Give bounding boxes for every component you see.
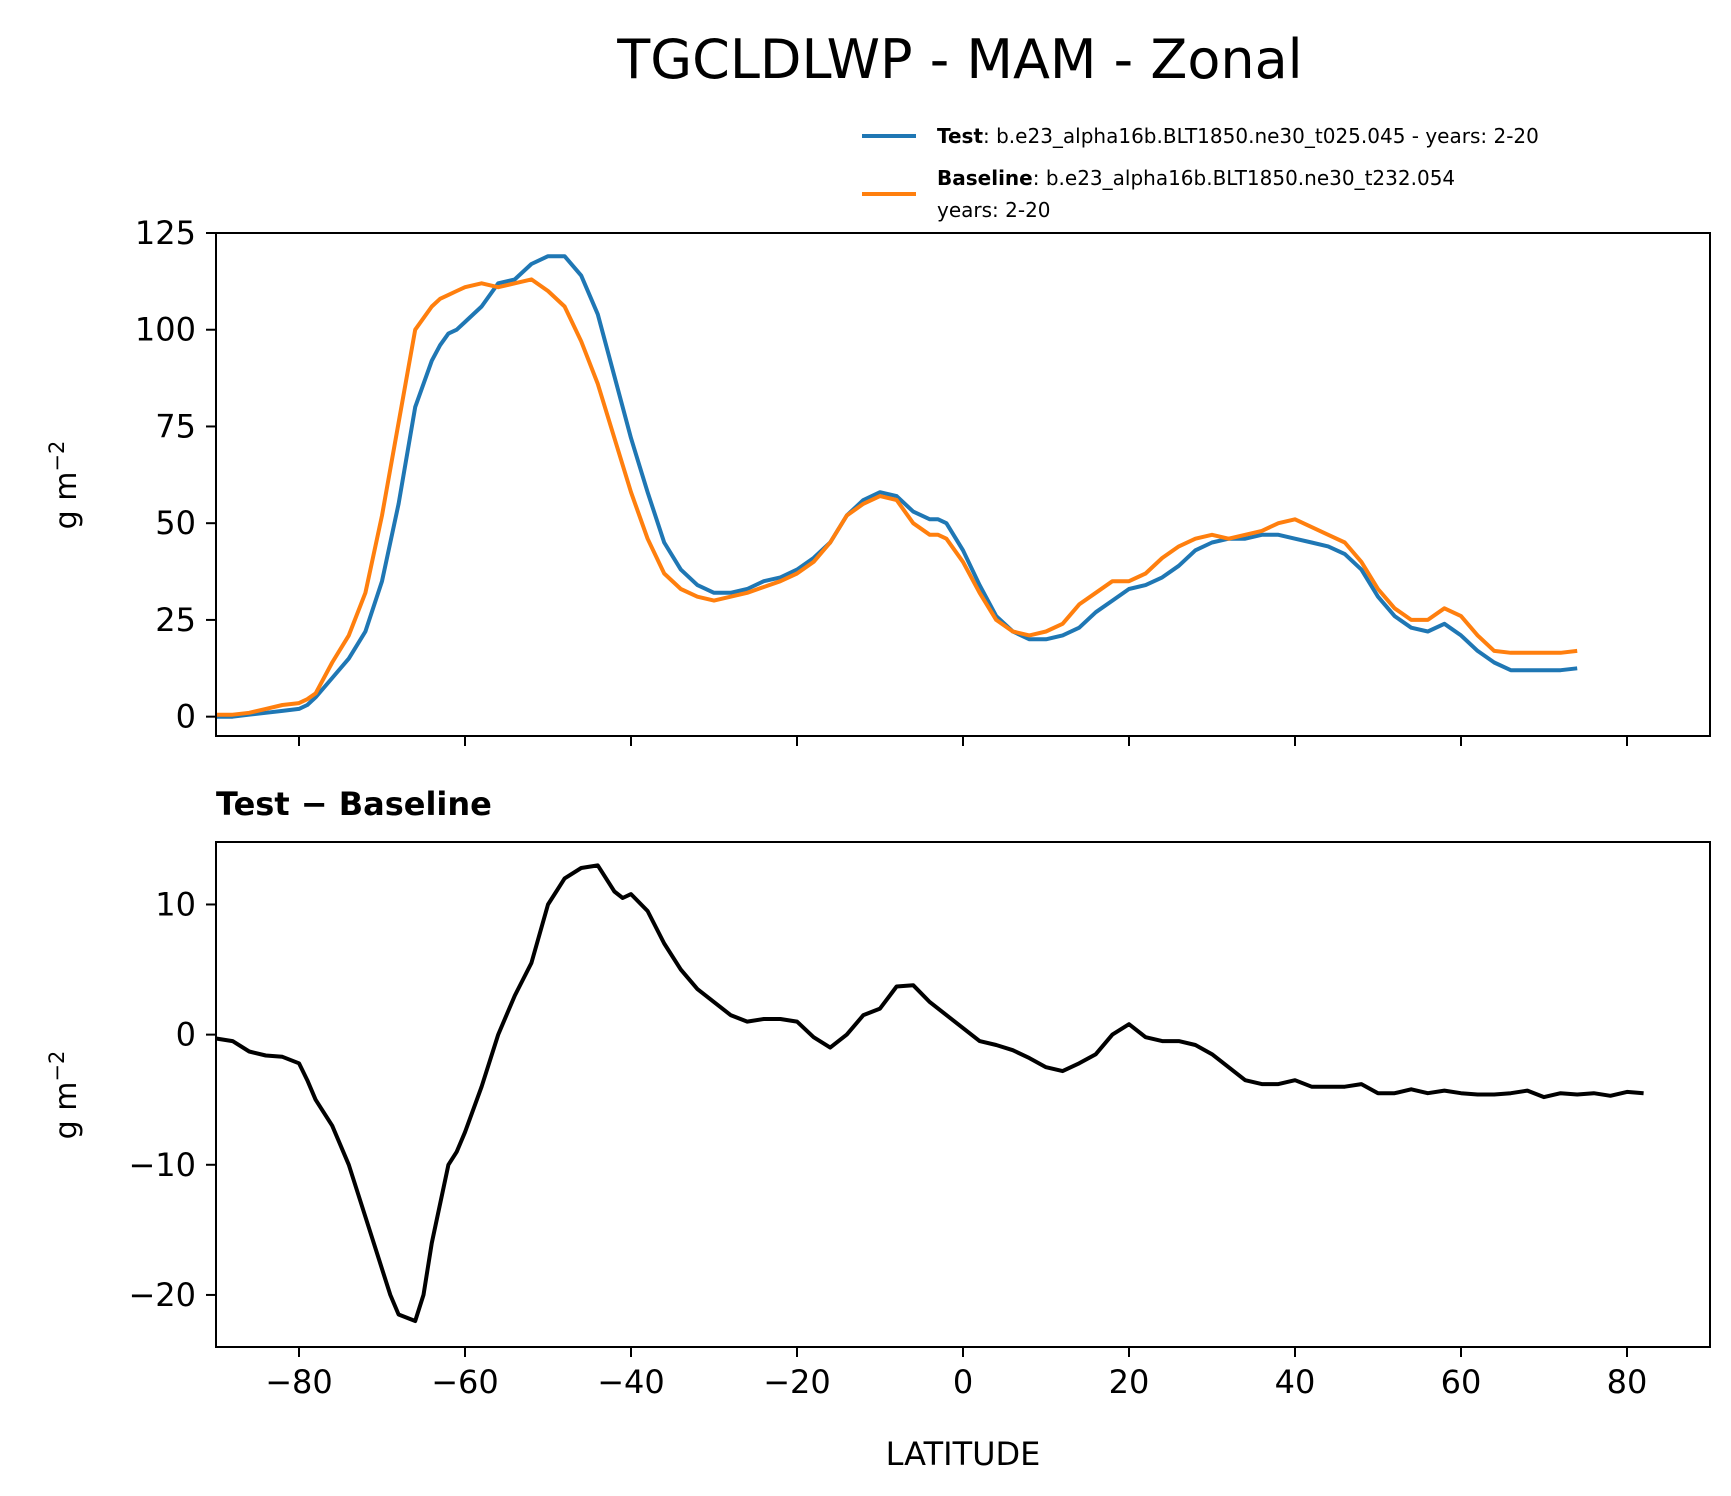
top-panel: 0 25 50 75 100 125 g m−2 <box>45 214 1711 746</box>
top-ticks: 0 25 50 75 100 125 <box>135 214 1628 746</box>
bottom-series-line-test-baseline <box>215 863 1644 1323</box>
bottom-ylabel: g m−2 <box>45 1051 84 1140</box>
top-y-tick-label: 50 <box>155 504 196 542</box>
bottom-ticks: −80 −60 −40 −20 0 20 40 60 80 −20 −10 0 10 <box>128 885 1647 1401</box>
top-y-tick-label: 75 <box>155 407 196 445</box>
top-series-line-test <box>216 254 1578 719</box>
legend-baseline-text2: years: 2-20 <box>937 198 1051 222</box>
top-ylabel: g m−2 <box>45 441 84 530</box>
bottom-x-tick-label: −80 <box>265 1363 333 1401</box>
bottom-panel-title: Test − Baseline <box>216 785 492 823</box>
top-ylabel-sup: −2 <box>45 441 69 472</box>
legend-test-text: : b.e23_alpha16b.BLT1850.ne30_t025.045 -… <box>983 124 1539 148</box>
bottom-ylabel-text: g m <box>49 1082 84 1140</box>
legend: Test: b.e23_alpha16b.BLT1850.ne30_t025.0… <box>862 124 1539 222</box>
bottom-x-tick-label: 20 <box>1109 1363 1150 1401</box>
bottom-x-tick-label: −20 <box>763 1363 831 1401</box>
legend-baseline-label: Baseline <box>937 166 1033 190</box>
bottom-y-tick-label: −10 <box>128 1146 196 1184</box>
top-ylabel-text: g m <box>49 472 84 530</box>
bottom-y-tick-label: −20 <box>128 1276 196 1314</box>
bottom-x-tick-label: 60 <box>1441 1363 1482 1401</box>
top-y-tick-label: 100 <box>135 311 196 349</box>
top-series <box>216 254 1578 719</box>
bottom-panel: Test − Baseline −80 −60 −40 −20 0 20 40 60 80−20… <box>45 785 1711 1473</box>
figure-title: TGCLDLWP - MAM - Zonal <box>616 28 1302 91</box>
legend-test-entry: Test: b.e23_alpha16b.BLT1850.ne30_t025.0… <box>937 124 1539 148</box>
top-y-tick-label: 0 <box>176 698 196 736</box>
bottom-x-tick-label: 0 <box>953 1363 973 1401</box>
bottom-x-tick-label: 80 <box>1607 1363 1648 1401</box>
x-axis-label: LATITUDE <box>886 1435 1041 1473</box>
legend-test-label: Test <box>937 124 983 148</box>
bottom-ylabel-sup: −2 <box>45 1051 69 1082</box>
top-y-tick-label: 125 <box>135 214 196 252</box>
legend-baseline-text: : b.e23_alpha16b.BLT1850.ne30_t232.054 <box>1033 166 1455 190</box>
bottom-x-tick-label: 40 <box>1275 1363 1316 1401</box>
bottom-series <box>215 863 1644 1323</box>
bottom-y-tick-label: 0 <box>176 1016 196 1054</box>
legend-baseline-entry: Baseline: b.e23_alpha16b.BLT1850.ne30_t2… <box>937 166 1455 190</box>
bottom-x-tick-label: −40 <box>597 1363 665 1401</box>
bottom-y-tick-label: 10 <box>155 885 196 923</box>
top-series-line-baseline <box>216 277 1578 717</box>
top-y-tick-label: 25 <box>155 601 196 639</box>
bottom-x-tick-label: −60 <box>431 1363 499 1401</box>
